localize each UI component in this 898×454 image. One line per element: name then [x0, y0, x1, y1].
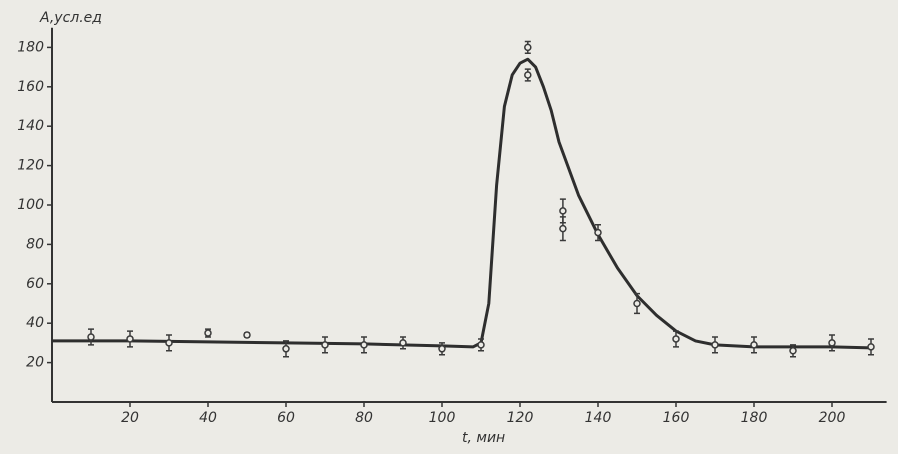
y-tick-label: 100	[17, 197, 44, 213]
data-point	[87, 333, 95, 341]
data-point	[524, 71, 532, 79]
x-tick-label: 140	[585, 410, 612, 426]
data-point	[243, 331, 251, 339]
data-point	[524, 43, 532, 52]
x-tick-label: 60	[277, 410, 295, 426]
data-point	[321, 341, 329, 349]
data-point	[594, 228, 602, 237]
data-point	[399, 339, 407, 347]
y-tick-label: 160	[17, 79, 44, 95]
x-tick-label: 180	[741, 410, 768, 426]
y-tick-label: 120	[17, 158, 44, 174]
data-point	[828, 339, 836, 347]
data-point	[360, 341, 368, 349]
data-point	[633, 299, 641, 308]
data-point	[672, 335, 680, 343]
x-tick-label: 120	[507, 410, 534, 426]
data-point	[789, 347, 797, 355]
data-point	[559, 224, 567, 233]
data-point	[165, 339, 173, 347]
x-tick-label: 100	[429, 410, 456, 426]
x-tick-label: 40	[199, 410, 217, 426]
y-tick-label: 20	[26, 355, 44, 371]
data-point	[559, 207, 567, 215]
y-axis-label: A,усл.ед	[39, 10, 102, 26]
data-point	[867, 343, 875, 351]
x-axis-label: t, мин	[462, 430, 505, 446]
y-tick-label: 60	[26, 276, 44, 292]
x-tick-label: 20	[121, 410, 139, 426]
y-tick-label: 40	[26, 315, 44, 331]
x-tick-label: 200	[819, 410, 846, 426]
y-tick-label: 140	[17, 118, 44, 134]
fit-curve	[52, 57, 872, 350]
data-point	[711, 341, 719, 349]
x-tick-label: 160	[663, 410, 690, 426]
data-point	[477, 341, 485, 349]
y-tick-label: 180	[17, 39, 44, 55]
data-point	[438, 345, 446, 353]
data-point	[204, 329, 212, 337]
x-tick-label: 80	[355, 410, 373, 426]
data-point	[282, 345, 290, 353]
y-tick-label: 80	[26, 236, 44, 252]
data-point	[126, 335, 134, 343]
data-point	[750, 341, 758, 349]
